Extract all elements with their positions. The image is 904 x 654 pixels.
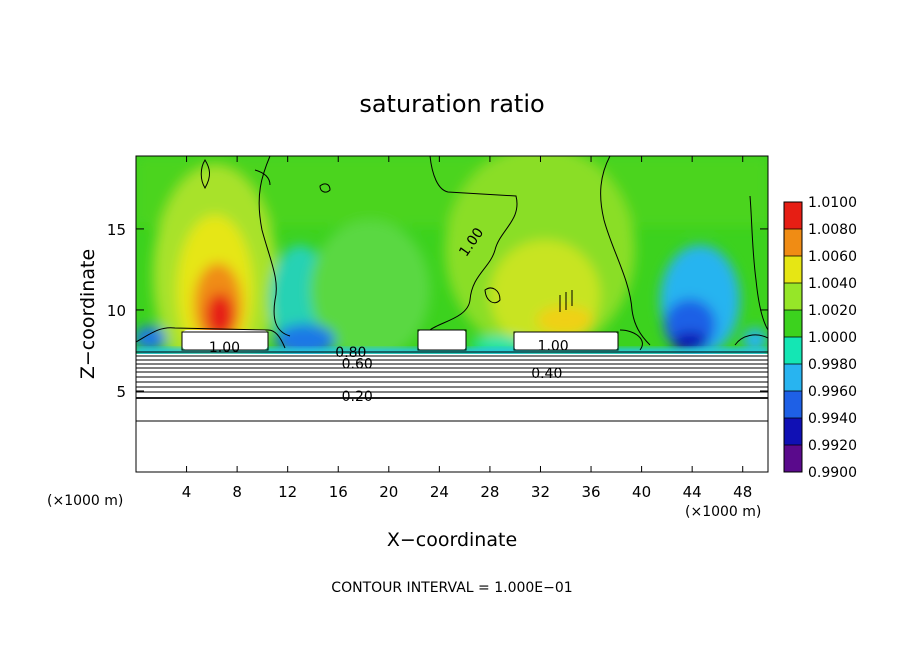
x-tick-label-6: 28: [480, 483, 499, 501]
colorbar-label-1: 0.9920: [808, 438, 857, 454]
contour-label-4: 1.00: [538, 339, 569, 355]
x-axis-label: X−coordinate: [387, 529, 517, 551]
colorbar-label-8: 1.0060: [808, 249, 857, 265]
x-tick-label-2: 12: [278, 483, 297, 501]
x-tick-label-8: 36: [581, 483, 600, 501]
colorbar-swatch-1: [784, 418, 802, 445]
contour-label-5: 0.40: [531, 366, 562, 382]
colorbar-label-10: 1.0100: [808, 195, 857, 211]
x-tick-label-5: 24: [430, 483, 449, 501]
x-tick-label-11: 48: [733, 483, 752, 501]
contour-label-3: 0.60: [342, 356, 373, 372]
x-tick-label-1: 8: [232, 483, 242, 501]
colorbar-label-0: 0.9900: [808, 465, 857, 481]
x-unit-right: (×1000 m): [685, 504, 761, 520]
y-tick-label-2: 15: [107, 221, 126, 239]
colorbar-swatch-2: [784, 391, 802, 418]
colorbar-swatch-5: [784, 310, 802, 337]
contour-label-6: 0.20: [342, 389, 373, 405]
colorbar-swatch-7: [784, 256, 802, 283]
heatmap-field: [136, 156, 768, 472]
contour-interval-note: CONTOUR INTERVAL = 1.000E−01: [331, 580, 572, 596]
colorbar-label-5: 1.0000: [808, 330, 857, 346]
x-tick-label-9: 40: [632, 483, 651, 501]
colorbar: 0.9900 0.9920 0.9940 0.9960 0.9980 1.0000 1.00…: [783, 195, 857, 481]
colorbar-swatch-4: [784, 337, 802, 364]
colorbar-swatch-3: [784, 364, 802, 391]
x-tick-label-0: 4: [182, 483, 192, 501]
x-tick-label-10: 44: [683, 483, 702, 501]
y-axis: 5 10 15: [107, 221, 768, 401]
colorbar-swatch-0: [784, 445, 802, 472]
colorbar-label-9: 1.0080: [808, 222, 857, 238]
contour-label-2: 0.80: [335, 345, 366, 361]
colorbar-label-6: 1.0020: [808, 303, 857, 319]
colorbar-swatch-9: [784, 202, 802, 229]
contour-label-1: 1.00: [209, 340, 240, 356]
y-tick-label-1: 10: [107, 302, 126, 320]
x-tick-label-4: 20: [379, 483, 398, 501]
colorbar-label-3: 0.9960: [808, 384, 857, 400]
x-tick-label-7: 32: [531, 483, 550, 501]
colorbar-label-2: 0.9940: [808, 411, 857, 427]
contour-lines: [136, 156, 768, 422]
chart-title: saturation ratio: [359, 90, 544, 118]
x-unit-left: (×1000 m): [47, 493, 123, 509]
plot-frame: [135, 155, 769, 473]
x-tick-label-3: 16: [329, 483, 348, 501]
colorbar-label-4: 0.9980: [808, 357, 857, 373]
x-axis: 4 8 12 16 20 24 28 32 36 40 44 48: [182, 156, 752, 501]
y-axis-label: Z−coordinate: [77, 249, 99, 379]
colorbar-swatch-6: [784, 283, 802, 310]
colorbar-swatch-8: [784, 229, 802, 256]
colorbar-label-7: 1.0040: [808, 276, 857, 292]
y-tick-label-0: 5: [116, 383, 126, 401]
